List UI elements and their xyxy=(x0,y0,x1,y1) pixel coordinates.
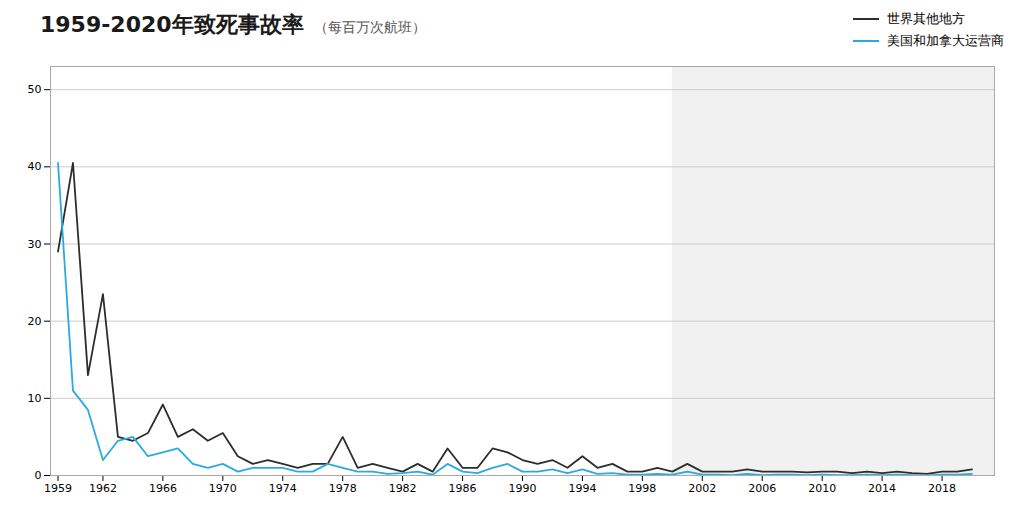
svg-text:2006: 2006 xyxy=(748,482,776,495)
svg-text:2010: 2010 xyxy=(808,482,836,495)
svg-text:0: 0 xyxy=(35,469,42,482)
html-text:（每百万次航班）: （每百万次航班） xyxy=(313,19,426,35)
svg-text:1966: 1966 xyxy=(149,482,177,495)
svg-text:20: 20 xyxy=(28,315,42,328)
svg-text:1994: 1994 xyxy=(568,482,596,495)
svg-text:1986: 1986 xyxy=(449,482,477,495)
svg-text:50: 50 xyxy=(28,83,42,96)
svg-text:10: 10 xyxy=(28,392,42,405)
svg-text:30: 30 xyxy=(28,238,42,251)
svg-text:1959: 1959 xyxy=(44,482,72,495)
svg-text:1998: 1998 xyxy=(628,482,656,495)
svg-text:1982: 1982 xyxy=(389,482,417,495)
html-text:世界其他地方: 世界其他地方 xyxy=(887,11,965,26)
svg-text:1990: 1990 xyxy=(509,482,537,495)
svg-text:1970: 1970 xyxy=(209,482,237,495)
html-text:美国和加拿大运营商: 美国和加拿大运营商 xyxy=(887,33,1004,48)
svg-text:1978: 1978 xyxy=(329,482,357,495)
svg-text:40: 40 xyxy=(28,160,42,173)
svg-text:1974: 1974 xyxy=(269,482,297,495)
svg-text:2014: 2014 xyxy=(868,482,896,495)
svg-text:1962: 1962 xyxy=(89,482,117,495)
html-text:1959-2020年致死事故率: 1959-2020年致死事故率 xyxy=(40,12,304,37)
svg-text:2018: 2018 xyxy=(928,482,956,495)
svg-text:2002: 2002 xyxy=(688,482,716,495)
